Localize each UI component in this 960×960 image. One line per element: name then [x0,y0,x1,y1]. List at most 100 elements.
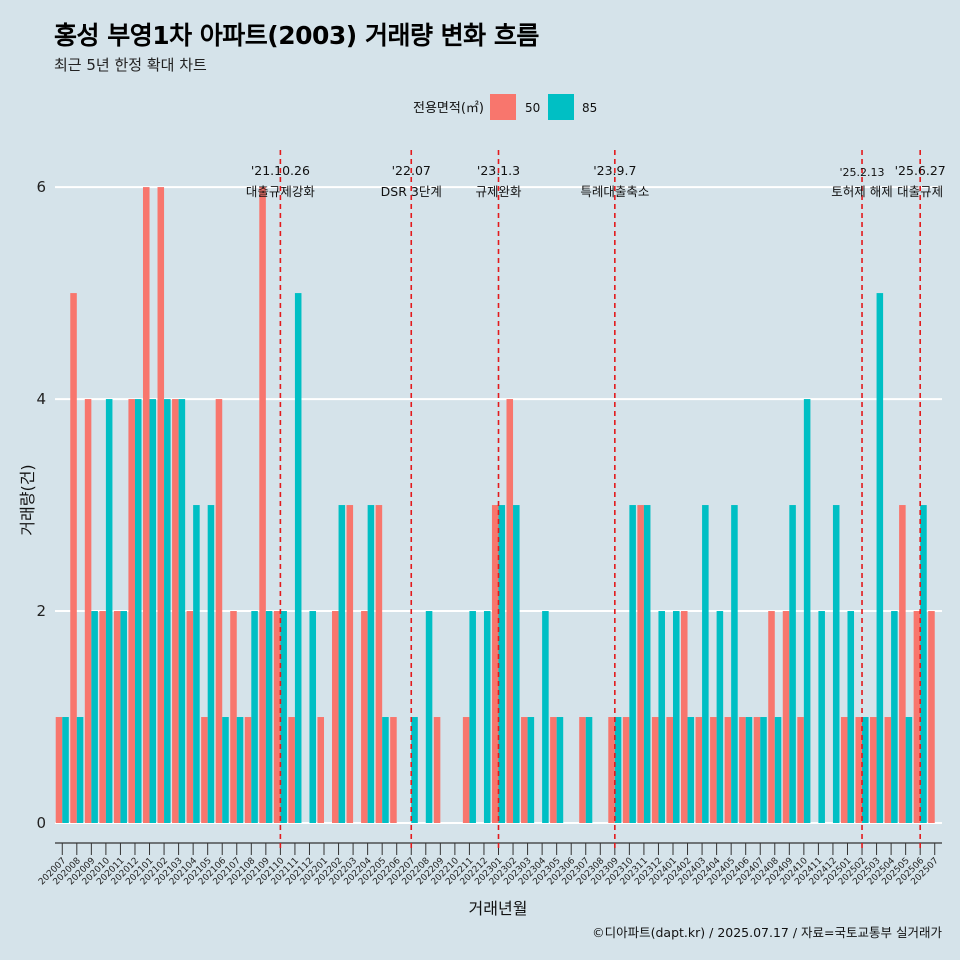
bar-50-202310 [622,717,630,823]
bar-50-202204 [361,611,368,823]
bar-85-202208 [425,611,433,823]
bar-85-202307 [585,717,593,823]
y-tick-label: 2 [36,602,46,620]
bar-85-202102 [164,399,171,823]
bar-50-202403 [695,717,703,823]
event-date-label: '22.07 [392,163,431,178]
bar-85-202304 [542,611,549,823]
event-date-label: '25.2.13 [840,166,885,179]
bar-50-202406 [739,717,746,823]
event-desc-label: DSR 3단계 [381,184,442,199]
bar-85-202012 [134,399,142,823]
bar-85-202403 [702,505,709,823]
event-date-label: '21.10.26 [251,163,310,178]
bar-85-202202 [338,505,346,823]
bar-85-202311 [643,505,651,823]
bar-85-202411 [818,611,825,823]
bar-85-202107 [236,717,244,823]
bar-85-202502 [862,717,869,823]
bar-85-202207 [411,717,418,823]
bar-50-202007 [55,717,63,823]
bar-50-202009 [84,399,92,823]
bar-50-202111 [288,717,295,823]
bar-85-202504 [891,611,898,823]
bar-85-202312 [658,611,665,823]
bar-85-202103 [178,399,186,823]
bar-85-202110 [280,611,287,823]
bar-85-202205 [382,717,389,823]
bar-50-202505 [899,505,906,823]
bar-85-202410 [803,399,811,823]
bar-85-202506 [920,505,927,823]
event-date-label: '23.1.3 [477,163,520,178]
bar-50-202409 [782,611,790,823]
bar-50-202303 [521,717,528,823]
bar-50-202206 [390,717,397,823]
legend-swatch-85 [548,94,574,120]
bar-50-202011 [113,611,121,823]
bar-85-202111 [294,293,302,823]
bar-85-202404 [716,611,724,823]
legend-label-50: 50 [525,101,540,115]
bar-85-202501 [847,611,855,823]
bar-85-202408 [774,717,782,823]
bar-85-202112 [309,611,317,823]
bar-50-202506 [913,611,921,823]
bar-85-202412 [832,505,840,823]
bar-50-202205 [375,505,383,823]
bar-50-202101 [142,187,150,823]
event-desc-label: 대출규제 [897,184,943,199]
y-tick-label: 0 [36,814,46,832]
bar-85-202106 [222,717,229,823]
bar-50-202012 [128,399,135,823]
bar-85-202108 [251,611,258,823]
bar-50-202105 [201,717,208,823]
bar-50-202404 [710,717,717,823]
bar-50-202209 [433,717,441,823]
bar-50-202402 [680,611,688,823]
bar-85-202505 [905,717,913,823]
bar-50-202211 [462,717,470,823]
bar-85-202405 [731,505,738,823]
bar-85-202007 [62,717,69,823]
bar-85-202301 [498,505,506,823]
event-desc-label: 규제완화 [475,184,522,199]
bar-50-202301 [491,505,499,823]
bar-85-202305 [556,717,564,823]
bar-50-202106 [215,399,223,823]
bar-50-202201 [317,717,325,823]
y-axis-title: 거래량(건) [18,464,37,535]
bar-50-202407 [753,717,761,823]
bar-85-202105 [207,505,215,823]
bar-50-202408 [768,611,775,823]
bar-85-202310 [629,505,636,823]
chart-subtitle: 최근 5년 한정 확대 차트 [54,56,207,74]
bar-50-202503 [870,717,877,823]
chart-title: 홍성 부영1차 아파트(2003) 거래량 변화 흐름 [54,21,539,50]
bar-85-202212 [483,611,491,823]
y-tick-label: 4 [36,390,46,408]
bar-50-202405 [724,717,732,823]
bar-50-202008 [70,293,77,823]
bar-85-202104 [193,505,200,823]
event-desc-label: 토허제 해제 [831,184,892,199]
bar-85-202109 [265,611,273,823]
source-caption: ©디아파트(dapt.kr) / 2025.07.17 / 자료=국토교통부 실… [592,925,942,940]
bar-85-202101 [149,399,157,823]
bar-50-202309 [608,717,615,823]
bar-85-202008 [76,717,84,823]
bar-50-202410 [797,717,804,823]
bar-50-202104 [186,611,194,823]
bar-85-202204 [367,505,375,823]
y-tick-label: 6 [36,178,46,196]
bar-85-202503 [876,293,884,823]
bar-50-202502 [855,717,863,823]
bar-85-202309 [614,717,622,823]
bar-85-202011 [120,611,127,823]
event-desc-label: 특례대출축소 [580,184,649,199]
x-axis-title: 거래년월 [469,899,528,918]
bar-50-202102 [157,187,165,823]
legend-label-85: 85 [582,101,597,115]
bar-85-202401 [672,611,680,823]
